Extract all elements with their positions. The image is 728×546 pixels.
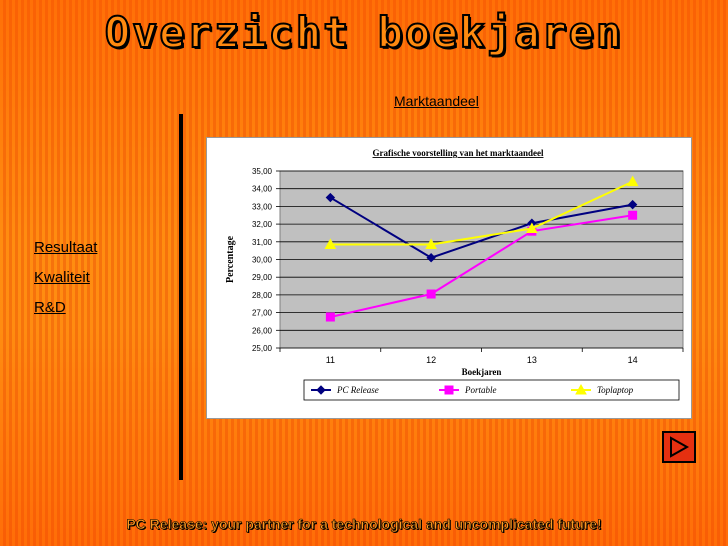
- data-point-0-1: [426, 253, 436, 263]
- data-point-2-2: [526, 222, 538, 234]
- y-tick-label: 30,00: [252, 256, 273, 265]
- y-tick-label: 27,00: [252, 309, 273, 318]
- footer-slogan: PC Release: your partner for a technolog…: [126, 516, 602, 533]
- x-tick-label: 13: [527, 355, 537, 365]
- data-point-2-1: [425, 238, 437, 249]
- legend-box: [303, 379, 680, 401]
- x-tick-label: 11: [326, 355, 335, 365]
- nav-link-kwaliteit[interactable]: Kwaliteit: [34, 269, 90, 286]
- y-tick-label: 35,00: [252, 167, 273, 176]
- y-axis-label: Percentage: [225, 235, 236, 283]
- series-line-0: [329, 196, 633, 259]
- nav-link-rd[interactable]: R&D: [34, 299, 66, 316]
- legend-label: PC Release: [336, 385, 379, 395]
- y-tick-label: 28,00: [252, 291, 273, 300]
- legend-marker: [316, 385, 326, 395]
- data-point-1-1: [426, 289, 436, 299]
- data-point-0-3: [627, 199, 638, 210]
- marktaandeel-link[interactable]: Marktaandeel: [394, 93, 479, 109]
- line-chart: Grafische voorstelling van het marktaand…: [225, 148, 684, 401]
- chart-container: Grafische voorstelling van het marktaand…: [206, 137, 692, 419]
- data-point-0-0: [325, 192, 336, 203]
- y-tick-label: 26,00: [252, 326, 273, 335]
- x-tick-label: 14: [628, 355, 638, 365]
- data-point-1-3: [628, 210, 638, 220]
- next-slide-button[interactable]: [662, 431, 696, 463]
- y-tick-label: 25,00: [252, 344, 273, 353]
- y-tick-label: 32,00: [252, 220, 273, 229]
- legend-marker: [444, 385, 454, 395]
- legend-label: Portable: [464, 385, 497, 395]
- legend-marker: [575, 383, 587, 395]
- y-tick-label: 31,00: [252, 238, 273, 247]
- y-tick-label: 34,00: [252, 185, 273, 194]
- series-line-1: [330, 214, 633, 318]
- side-nav: Resultaat Kwaliteit R&D: [34, 239, 97, 329]
- y-tick-label: 29,00: [252, 273, 273, 282]
- page-title: Overzicht boekjaren: [104, 7, 624, 58]
- vertical-divider: [179, 114, 183, 480]
- legend-label: Toplaptop: [597, 385, 634, 395]
- data-point-2-0: [324, 238, 337, 249]
- series-line-2: [330, 180, 634, 246]
- chart-title: Grafische voorstelling van het marktaand…: [373, 148, 544, 158]
- nav-link-resultaat[interactable]: Resultaat: [34, 239, 98, 256]
- x-axis-label: Boekjaren: [462, 367, 502, 377]
- data-point-2-3: [626, 175, 639, 187]
- y-tick-label: 33,00: [252, 202, 273, 211]
- x-tick-label: 12: [426, 355, 436, 365]
- data-point-1-0: [325, 312, 335, 322]
- play-triangle-icon: [670, 436, 690, 458]
